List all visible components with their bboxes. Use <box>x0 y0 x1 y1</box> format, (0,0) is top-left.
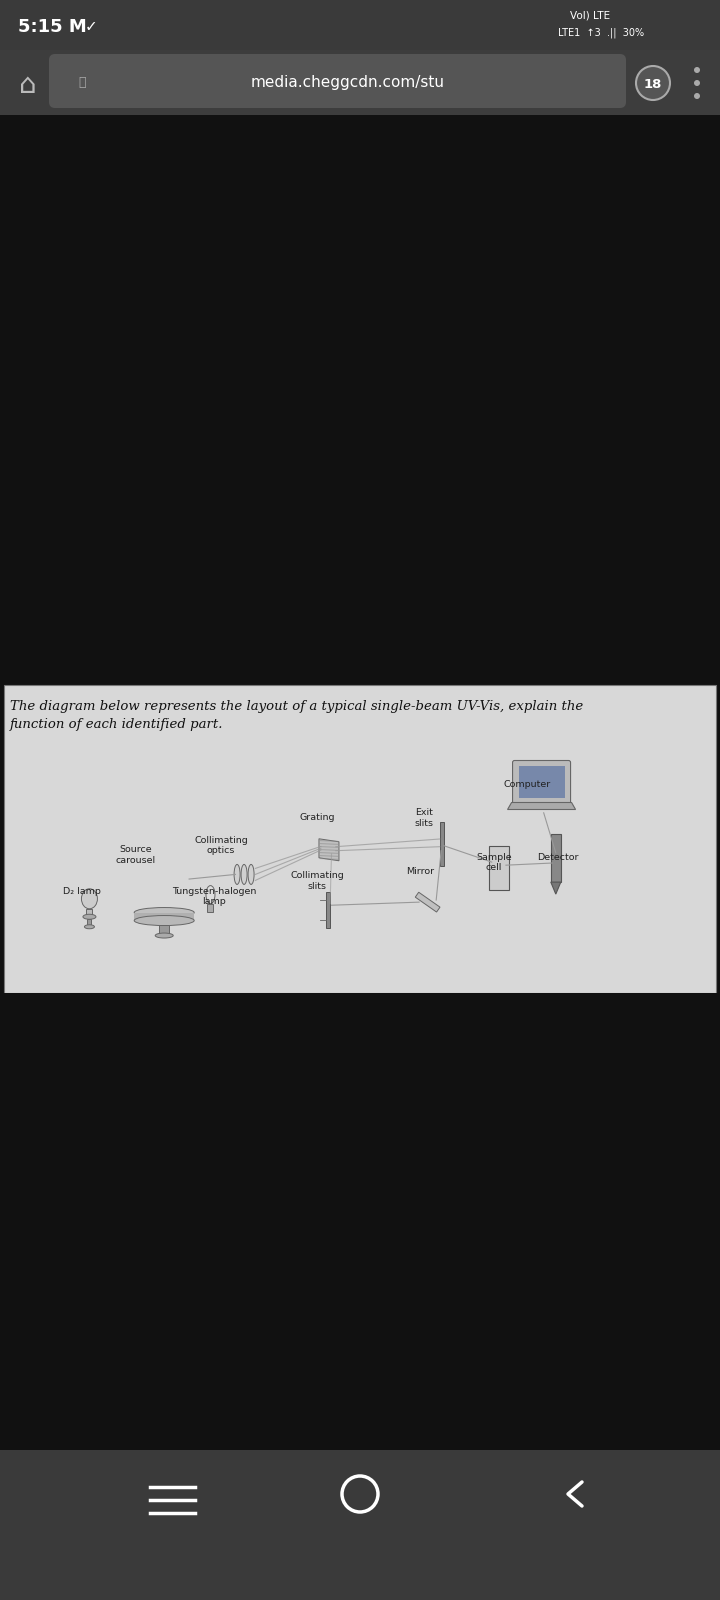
Text: LTE1  ↑3  .||  30%: LTE1 ↑3 .|| 30% <box>558 27 644 38</box>
Bar <box>518 765 564 797</box>
Bar <box>0 0 720 50</box>
Bar <box>134 912 194 920</box>
Ellipse shape <box>81 888 97 909</box>
FancyBboxPatch shape <box>513 760 570 805</box>
Circle shape <box>694 80 700 86</box>
FancyBboxPatch shape <box>49 54 626 109</box>
Bar <box>440 822 444 866</box>
Text: 5:15 M: 5:15 M <box>18 18 86 35</box>
Text: Source
carousel: Source carousel <box>116 845 156 864</box>
Ellipse shape <box>206 886 215 904</box>
Text: 🔒: 🔒 <box>78 77 86 90</box>
Text: Detector: Detector <box>537 853 579 862</box>
Bar <box>87 918 91 926</box>
Text: Tungsten-halogen
lamp: Tungsten-halogen lamp <box>172 886 256 906</box>
Bar <box>326 891 330 928</box>
Bar <box>551 834 561 882</box>
Text: VoI) LTE: VoI) LTE <box>570 11 610 21</box>
Text: Sample
cell: Sample cell <box>476 853 512 872</box>
Bar <box>0 115 720 685</box>
Text: function of each identified part.: function of each identified part. <box>10 718 223 731</box>
Text: Collimating
slits: Collimating slits <box>290 872 344 891</box>
Text: Mirror: Mirror <box>407 867 435 875</box>
Bar <box>159 925 169 934</box>
Bar <box>489 846 509 890</box>
Bar <box>0 50 720 115</box>
Circle shape <box>694 67 700 74</box>
Ellipse shape <box>241 864 247 885</box>
Text: D₂ lamp: D₂ lamp <box>63 886 102 896</box>
Ellipse shape <box>134 915 194 925</box>
Ellipse shape <box>134 907 194 917</box>
Text: media.cheggcdn.com/stu: media.cheggcdn.com/stu <box>251 75 445 91</box>
Polygon shape <box>551 882 561 894</box>
Bar <box>0 1450 720 1600</box>
Ellipse shape <box>84 925 94 928</box>
Text: Exit
slits: Exit slits <box>415 808 433 827</box>
Text: The diagram below represents the layout of a typical single-beam UV-Vis, explain: The diagram below represents the layout … <box>10 701 583 714</box>
Ellipse shape <box>234 864 240 885</box>
Bar <box>0 994 720 1450</box>
Text: Grating: Grating <box>300 813 335 822</box>
Text: Computer: Computer <box>504 781 551 789</box>
Circle shape <box>636 66 670 99</box>
Text: ⌂: ⌂ <box>19 70 37 99</box>
Text: 18: 18 <box>644 77 662 91</box>
Polygon shape <box>319 838 339 861</box>
Text: Collimating
optics: Collimating optics <box>194 835 248 856</box>
Ellipse shape <box>156 933 174 938</box>
Polygon shape <box>508 803 575 810</box>
Text: ✓: ✓ <box>85 19 98 35</box>
Bar <box>4 685 716 994</box>
Bar <box>207 904 213 912</box>
Circle shape <box>694 93 700 99</box>
Ellipse shape <box>248 864 254 885</box>
Bar <box>86 909 92 915</box>
Polygon shape <box>415 893 440 912</box>
Ellipse shape <box>83 914 96 920</box>
